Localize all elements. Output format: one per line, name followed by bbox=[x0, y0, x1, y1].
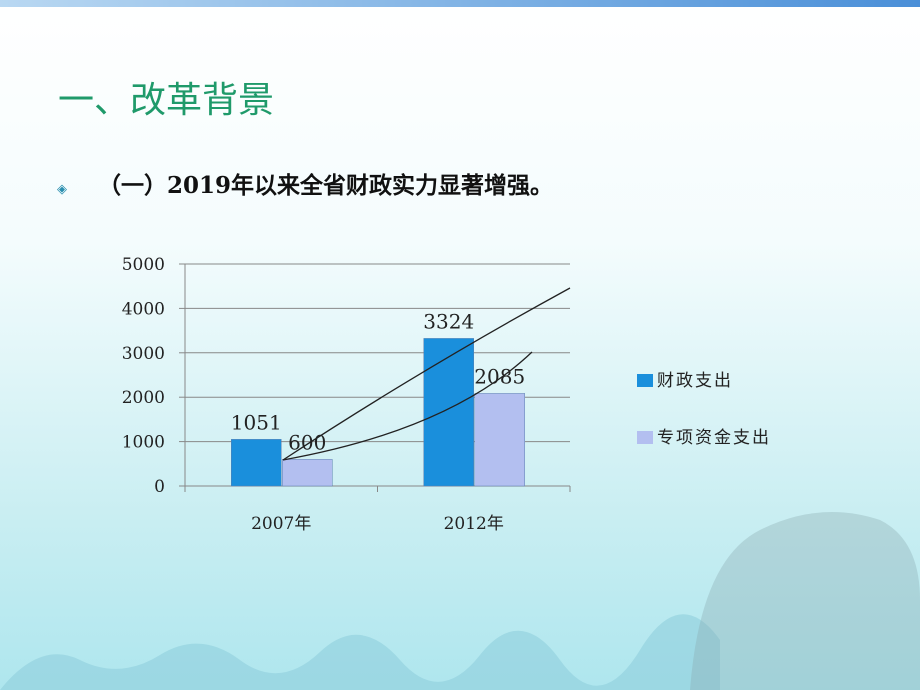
x-tick-label: 2012年 bbox=[444, 514, 504, 534]
bullet-icon: ◈ bbox=[57, 182, 67, 197]
y-tick-label: 4000 bbox=[122, 299, 165, 319]
y-tick-label: 0 bbox=[154, 477, 165, 497]
y-tick-label: 2000 bbox=[122, 388, 165, 408]
x-tick-label: 2007年 bbox=[251, 514, 311, 534]
bullet-text: （一）2019年以来全省财政实力显著增强。 bbox=[98, 172, 553, 199]
bar bbox=[423, 338, 474, 487]
legend-swatch bbox=[637, 431, 653, 444]
legend-text: 专项资金支出 bbox=[657, 428, 771, 448]
legend-text: 财政支出 bbox=[657, 371, 733, 391]
wave-decoration bbox=[0, 614, 720, 690]
data-label: 600 bbox=[288, 430, 326, 454]
bar bbox=[282, 459, 333, 487]
trend-line bbox=[282, 287, 571, 461]
data-label: 3324 bbox=[423, 309, 474, 333]
trend-line bbox=[282, 351, 533, 461]
legend-item: 财政支出 bbox=[637, 366, 787, 396]
data-label: 2085 bbox=[474, 364, 525, 388]
y-tick-label: 1000 bbox=[122, 433, 165, 453]
y-tick-label: 3000 bbox=[122, 344, 165, 364]
dragon-decoration bbox=[690, 512, 920, 690]
legend-swatch bbox=[637, 374, 653, 387]
bar bbox=[474, 393, 525, 487]
bar bbox=[231, 439, 282, 487]
slide-title: 一、改革背景 bbox=[58, 80, 274, 121]
legend-item: 专项资金支出 bbox=[637, 423, 777, 453]
y-tick-label: 5000 bbox=[122, 255, 165, 275]
data-label: 1051 bbox=[231, 410, 282, 434]
top-bar bbox=[0, 0, 920, 7]
